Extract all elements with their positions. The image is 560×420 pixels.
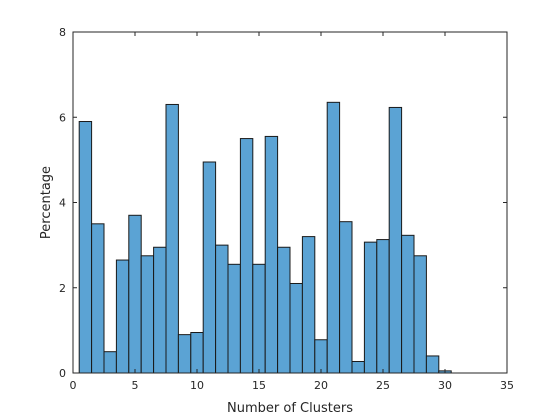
bars-group	[78, 101, 452, 374]
histogram-bar	[277, 246, 291, 374]
x-tick-label: 30	[438, 379, 452, 392]
x-tick-label: 0	[70, 379, 77, 392]
y-tick-label: 2	[59, 282, 66, 295]
y-tick-label: 8	[59, 26, 66, 39]
histogram-bar	[425, 355, 440, 374]
histogram-bar	[339, 221, 353, 374]
y-tick-label: 4	[59, 197, 66, 210]
histogram-bar	[103, 351, 117, 374]
histogram-bar	[202, 161, 217, 374]
histogram-bar	[177, 334, 192, 374]
histogram-bar	[91, 223, 105, 374]
histogram-bar	[289, 282, 303, 374]
histogram-bar	[153, 246, 167, 374]
histogram-bar	[264, 135, 279, 374]
histogram-bar	[239, 138, 254, 374]
y-tick-label: 0	[59, 367, 66, 380]
histogram-bar	[128, 214, 142, 374]
histogram-bar	[351, 360, 365, 374]
histogram-bar	[363, 241, 378, 374]
histogram-bar	[401, 234, 415, 374]
x-tick-label: 35	[500, 379, 514, 392]
histogram-bar	[314, 339, 328, 374]
histogram-bar	[388, 106, 403, 374]
histogram-bar	[115, 259, 130, 374]
histogram-bar	[326, 101, 341, 374]
x-tick-label: 25	[376, 379, 390, 392]
x-tick-label: 15	[252, 379, 266, 392]
ticks-group: 0 5 10 15 20 25 30 35 0 2 4 6 8	[59, 26, 514, 392]
histogram-bar	[252, 263, 266, 374]
histogram-bar	[190, 332, 204, 374]
histogram-bar	[301, 236, 316, 374]
y-axis-label: Percentage	[39, 166, 54, 239]
histogram-bar	[78, 121, 93, 374]
histogram-bar	[215, 244, 229, 374]
histogram-bar	[227, 263, 241, 374]
x-axis-label: Number of Clusters	[227, 401, 353, 416]
histogram-bar	[140, 255, 155, 374]
x-tick-label: 10	[190, 379, 204, 392]
histogram-bar	[413, 255, 427, 374]
x-tick-label: 5	[132, 379, 139, 392]
histogram-bar	[165, 103, 179, 374]
x-tick-label: 20	[314, 379, 328, 392]
histogram-bar	[376, 239, 390, 374]
y-tick-label: 6	[59, 111, 66, 124]
